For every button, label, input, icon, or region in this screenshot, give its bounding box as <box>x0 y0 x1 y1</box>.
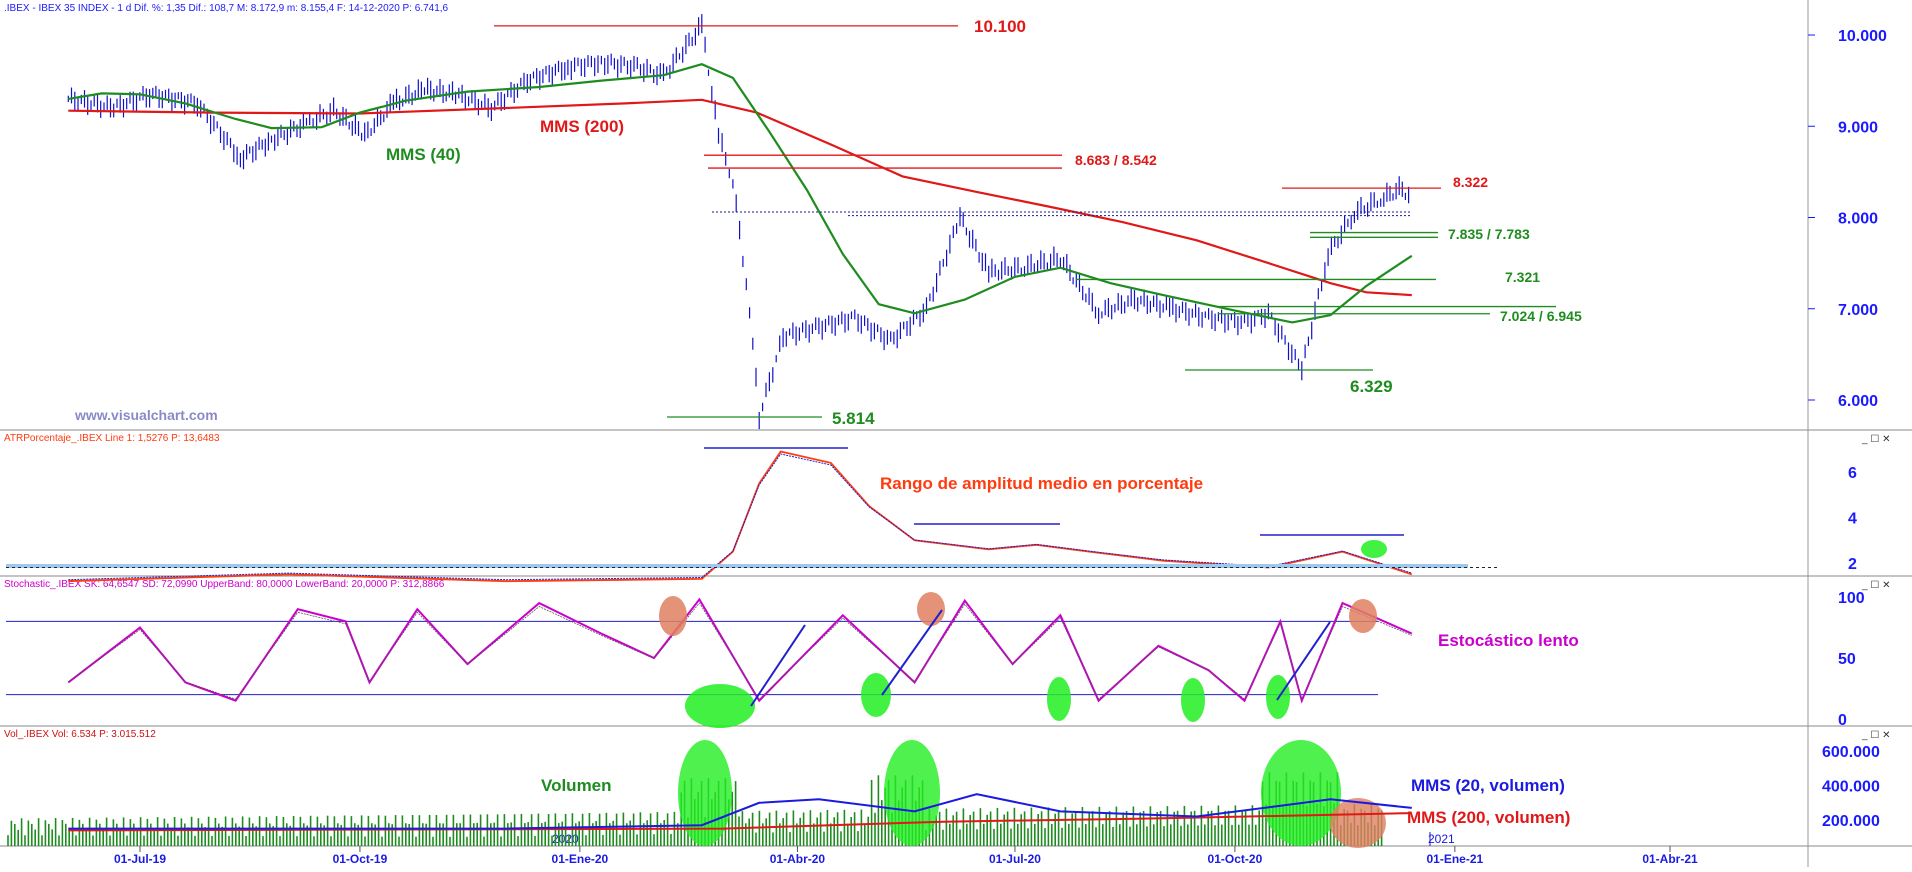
level-5814-label: 5.814 <box>832 409 875 428</box>
mms40-label: MMS (40) <box>386 145 461 164</box>
stoch-sd-line <box>68 602 1412 701</box>
level-10100-label: 10.100 <box>974 17 1026 36</box>
atr-line <box>68 450 1413 583</box>
volume-mms20-line <box>68 793 1412 830</box>
price-info-text: .IBEX - IBEX 35 INDEX - 1 d Dif. %: 1,35… <box>4 3 449 14</box>
x-tick-label: 01-Oct-20 <box>1208 852 1263 866</box>
price-y-label: 7.000 <box>1838 302 1878 319</box>
volume-recent-highlight <box>1330 798 1386 848</box>
stoch-oversold-highlight <box>861 673 891 717</box>
level-7321-label: 7.321 <box>1505 269 1540 285</box>
stoch-trend-line <box>750 624 806 707</box>
stoch-oversold-highlight <box>1047 677 1071 721</box>
x-tick-label: 01-Ene-21 <box>1426 852 1483 866</box>
stoch-overbought-highlight <box>659 596 687 636</box>
level-7024-label: 7.024 / 6.945 <box>1500 308 1582 324</box>
vol-mms20-label: MMS (20, volumen) <box>1411 776 1565 795</box>
atr-info-text: ATRPorcentaje_.IBEX Line 1: 1,5276 P: 13… <box>4 433 220 444</box>
stoch-oversold-highlight <box>685 684 755 728</box>
atr-y-label: 4 <box>1848 511 1857 528</box>
atr-annotation: Rango de amplitud medio en porcentaje <box>880 474 1203 493</box>
price-y-label: 10.000 <box>1838 28 1887 45</box>
atr-y-label: 6 <box>1848 465 1857 482</box>
x-tick-label: 01-Jul-20 <box>989 852 1041 866</box>
stoch-trend-line <box>881 609 943 696</box>
level-6329-label: 6.329 <box>1350 377 1393 396</box>
volume-y-label: 200.000 <box>1822 813 1880 830</box>
stoch-trend-line <box>1276 621 1331 701</box>
atr-window-controls[interactable]: _ ☐ ✕ <box>1861 434 1890 445</box>
price-y-label: 6.000 <box>1838 393 1878 410</box>
volume-highlight <box>1261 740 1341 846</box>
volume-highlight <box>678 740 732 846</box>
stoch-y-label: 100 <box>1838 590 1865 607</box>
stoch-overbought-highlight <box>1349 599 1377 633</box>
price-y-label: 9.000 <box>1838 119 1878 136</box>
watermark-text: www.visualchart.com <box>74 407 218 423</box>
x-tick-label: 01-Abr-20 <box>770 852 826 866</box>
atr-y-label: 2 <box>1848 556 1857 573</box>
x-tick-label: 01-Oct-19 <box>333 852 388 866</box>
level-8683-label: 8.683 / 8.542 <box>1075 152 1157 168</box>
level-8322-label: 8.322 <box>1453 174 1488 190</box>
stoch-y-label: 0 <box>1838 712 1847 729</box>
mms200-line <box>68 98 1412 297</box>
x-tick-label: 01-Abr-21 <box>1642 852 1698 866</box>
level-7835-label: 7.835 / 7.783 <box>1448 226 1530 242</box>
stoch-window-controls[interactable]: _ ☐ ✕ <box>1861 580 1890 591</box>
volume-y-label: 600.000 <box>1822 744 1880 761</box>
mms40-line <box>68 63 1413 324</box>
volume-y-label: 400.000 <box>1822 779 1880 796</box>
volume-highlight <box>884 740 940 846</box>
year-2021-label: 2021 <box>1428 832 1455 846</box>
vol-mms200-label: MMS (200, volumen) <box>1407 808 1570 827</box>
price-y-label: 8.000 <box>1838 211 1878 228</box>
atr-highlight <box>1361 540 1387 558</box>
x-tick-label: 01-Jul-19 <box>114 852 166 866</box>
atr-signal-line <box>68 453 1412 581</box>
volume-annotation: Volumen <box>541 776 612 795</box>
volume-window-controls[interactable]: _ ☐ ✕ <box>1861 730 1890 741</box>
stoch-y-label: 50 <box>1838 651 1856 668</box>
atr-baseline-bar <box>6 564 1468 568</box>
stoch-annotation: Estocástico lento <box>1438 631 1579 650</box>
volume-info-text: Vol_.IBEX Vol: 6.534 P: 3.015.512 <box>4 729 156 740</box>
x-tick-label: 01-Ene-20 <box>552 852 609 866</box>
stoch-overbought-highlight <box>917 592 945 626</box>
stoch-oversold-highlight <box>1181 678 1205 722</box>
mms200-label: MMS (200) <box>540 117 624 136</box>
stoch-info-text: Stochastic_.IBEX SK: 64,6547 SD: 72,0990… <box>4 579 445 590</box>
stoch-sk-line <box>67 597 1413 704</box>
